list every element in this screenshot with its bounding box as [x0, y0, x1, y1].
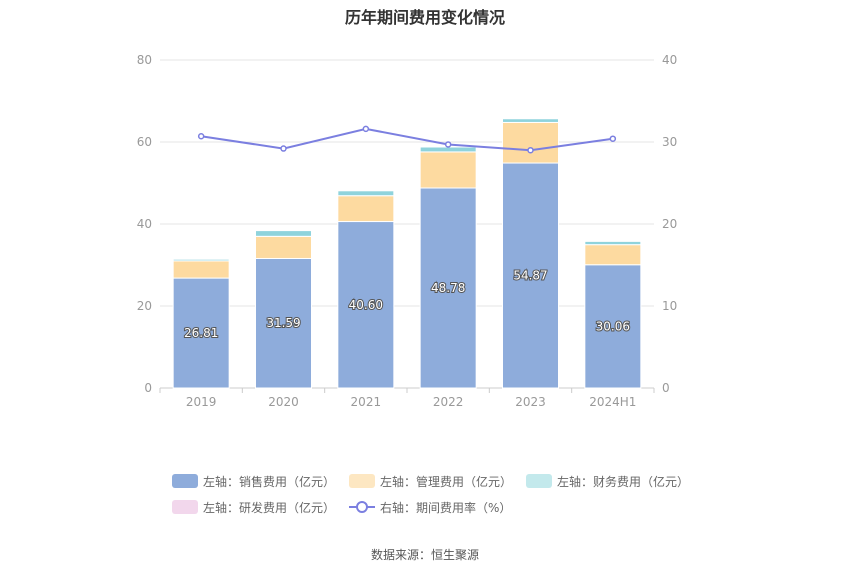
rate-point — [527, 146, 534, 154]
legend-label-admin: 左轴：管理费用（亿元） — [380, 474, 513, 489]
bar-value-label: 40.60 — [349, 298, 383, 312]
rate-line-path — [201, 127, 613, 152]
bar-segment — [172, 277, 230, 389]
legend-label-rnd: 左轴：研发费用（亿元） — [203, 500, 336, 515]
legend-swatch-sales — [172, 474, 198, 488]
bar-segment — [255, 235, 312, 259]
legend-swatch-rnd — [172, 500, 198, 514]
bar-segment — [502, 121, 559, 164]
legend-label-sales: 左轴：销售费用（亿元） — [203, 474, 336, 489]
bar-segment — [255, 257, 312, 389]
rate-point — [362, 125, 370, 133]
bar-segment — [419, 187, 477, 389]
right-tick-label: 10 — [662, 299, 677, 313]
bar-value-label: 31.59 — [266, 316, 300, 330]
chart-title: 历年期间费用变化情况 — [344, 8, 505, 27]
chart-plot: 0 20 40 60 80 0 10 20 30 40 26.81 31.59 40.60 48.78… — [137, 53, 678, 409]
right-tick-label: 0 — [662, 381, 670, 395]
bar-segment — [337, 190, 395, 197]
bar-segment — [337, 221, 395, 389]
bar-segment — [419, 146, 477, 153]
left-tick-label: 20 — [137, 299, 152, 313]
left-tick-label: 0 — [144, 381, 152, 395]
x-axis: 2019 2020 2021 2022 2023 2024H1 — [159, 388, 655, 409]
left-tick-label: 60 — [137, 135, 152, 149]
legend-item-rate[interactable]: 右轴：期间费用率（%） — [349, 498, 511, 516]
grid-lines — [160, 59, 654, 389]
rate-point — [609, 135, 617, 142]
bar-segment — [584, 244, 642, 266]
x-tick-label: 2021 — [351, 395, 382, 409]
bar-segment — [255, 230, 312, 237]
legend-item-rnd[interactable]: 左轴：研发费用（亿元） — [172, 498, 335, 516]
legend-label-rate: 右轴：期间费用率（%） — [380, 500, 512, 515]
legend-item-finance[interactable]: 左轴：财务费用（亿元） — [526, 472, 689, 490]
left-tick-label: 80 — [137, 53, 152, 67]
bar-value-label: 26.81 — [184, 326, 218, 340]
bar-value-label: 48.78 — [431, 281, 465, 295]
left-tick-label: 40 — [137, 217, 152, 231]
legend-label-finance: 左轴：财务费用（亿元） — [557, 474, 690, 489]
bar-value-label: 30.06 — [596, 319, 630, 333]
rate-point — [280, 145, 287, 152]
x-tick-label: 2020 — [268, 395, 299, 409]
bar-segment — [172, 260, 230, 279]
bar-segment — [172, 258, 230, 262]
bar-labels: 26.81 31.59 40.60 48.78 54.87 30.06 — [183, 268, 631, 342]
x-tick-label: 2022 — [433, 395, 464, 409]
right-axis-ticks: 0 10 20 30 40 — [662, 53, 677, 395]
legend-item-admin[interactable]: 左轴：管理费用（亿元） — [349, 472, 512, 490]
bars — [172, 118, 642, 389]
legend-line-rate — [349, 500, 376, 514]
bar-segment — [584, 264, 642, 389]
right-tick-label: 30 — [662, 135, 677, 149]
right-tick-label: 20 — [662, 217, 677, 231]
right-tick-label: 40 — [662, 53, 677, 67]
bar-segment — [337, 195, 395, 223]
legend: 左轴：销售费用（亿元） 左轴：管理费用（亿元） 左轴：财务费用（亿元） 左轴：研… — [172, 472, 692, 524]
left-axis-ticks: 0 20 40 60 80 — [137, 53, 152, 395]
x-tick-label: 2023 — [515, 395, 546, 409]
rate-point — [197, 133, 205, 140]
rate-point — [444, 141, 452, 148]
bar-segment — [502, 162, 559, 389]
bar-value-label: 54.87 — [513, 269, 547, 283]
x-tick-label: 2019 — [186, 395, 217, 409]
bar-segment — [584, 240, 642, 246]
bar-segment — [502, 118, 559, 123]
legend-item-sales[interactable]: 左轴：销售费用（亿元） — [172, 472, 335, 490]
x-tick-label: 2024H1 — [589, 395, 636, 409]
data-source: 数据来源：恒生聚源 — [370, 548, 479, 562]
bar-segment — [419, 151, 477, 189]
legend-swatch-admin — [349, 474, 376, 488]
legend-swatch-finance — [526, 474, 553, 488]
rate-line — [197, 125, 617, 154]
